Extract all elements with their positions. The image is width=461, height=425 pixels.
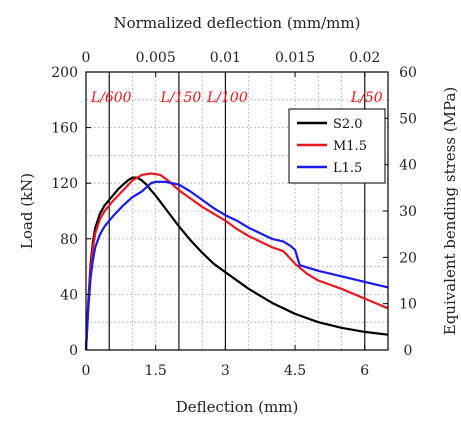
right-tick-label: 10	[399, 297, 417, 313]
top-tick-label: 0.01	[210, 50, 241, 66]
deflection-limit-label: L/600	[90, 90, 132, 106]
right-tick-label: 0	[404, 343, 413, 359]
series-line-s2-0	[84, 176, 389, 351]
x-tick-label: 1.5	[145, 363, 167, 379]
x-tick-label: 4.5	[284, 363, 306, 379]
right-tick-label: 50	[399, 111, 417, 127]
legend-label: L1.5	[333, 161, 362, 176]
y-tick-label: 120	[51, 176, 78, 192]
top-tick-label: 0.005	[136, 50, 176, 66]
right-y-axis: 0 10 20 30 40 50 60	[383, 65, 417, 359]
bottom-x-axis: 0 1.5 3 4.5 6	[82, 345, 369, 379]
deflection-limit-label: L/50	[350, 90, 383, 106]
deflection-limit-label: L/150	[160, 90, 202, 106]
top-x-axis: 0 0.005 0.01 0.015 0.02	[82, 50, 380, 77]
left-y-axis: 0 40 80 120 160 200	[51, 65, 91, 359]
y-tick-label: 160	[51, 121, 78, 137]
y-tick-label: 40	[60, 287, 78, 303]
y-tick-label: 0	[69, 343, 78, 359]
top-tick-label: 0.015	[275, 50, 315, 66]
y-tick-label: 80	[60, 232, 78, 248]
x-tick-label: 3	[221, 363, 230, 379]
y-axis-title: Load (kN)	[18, 173, 36, 249]
series-line-l1-5	[84, 180, 389, 351]
right-axis-title: Equivalent bending stress (MPa)	[441, 87, 459, 336]
x-tick-label: 6	[360, 363, 369, 379]
right-tick-label: 60	[399, 65, 417, 81]
y-tick-label: 200	[51, 65, 78, 81]
top-tick-label: 0.02	[349, 50, 380, 66]
deflection-limit-label: L/100	[206, 90, 248, 106]
right-tick-label: 20	[399, 250, 417, 266]
right-tick-label: 30	[399, 204, 417, 220]
right-tick-label: 40	[399, 158, 417, 174]
legend-label: S2.0	[333, 117, 363, 132]
top-axis-title: Normalized deflection (mm/mm)	[114, 14, 361, 32]
deflection-limit-labels: L/600 L/150 L/100 L/50	[90, 90, 383, 106]
top-tick-label: 0	[82, 50, 91, 66]
legend-label: M1.5	[333, 139, 367, 154]
x-axis-title: Deflection (mm)	[176, 398, 299, 416]
series-lines	[84, 172, 389, 351]
series-line-m1-5	[84, 172, 389, 351]
x-tick-label: 0	[82, 363, 91, 379]
legend: S2.0 M1.5 L1.5	[288, 108, 386, 184]
